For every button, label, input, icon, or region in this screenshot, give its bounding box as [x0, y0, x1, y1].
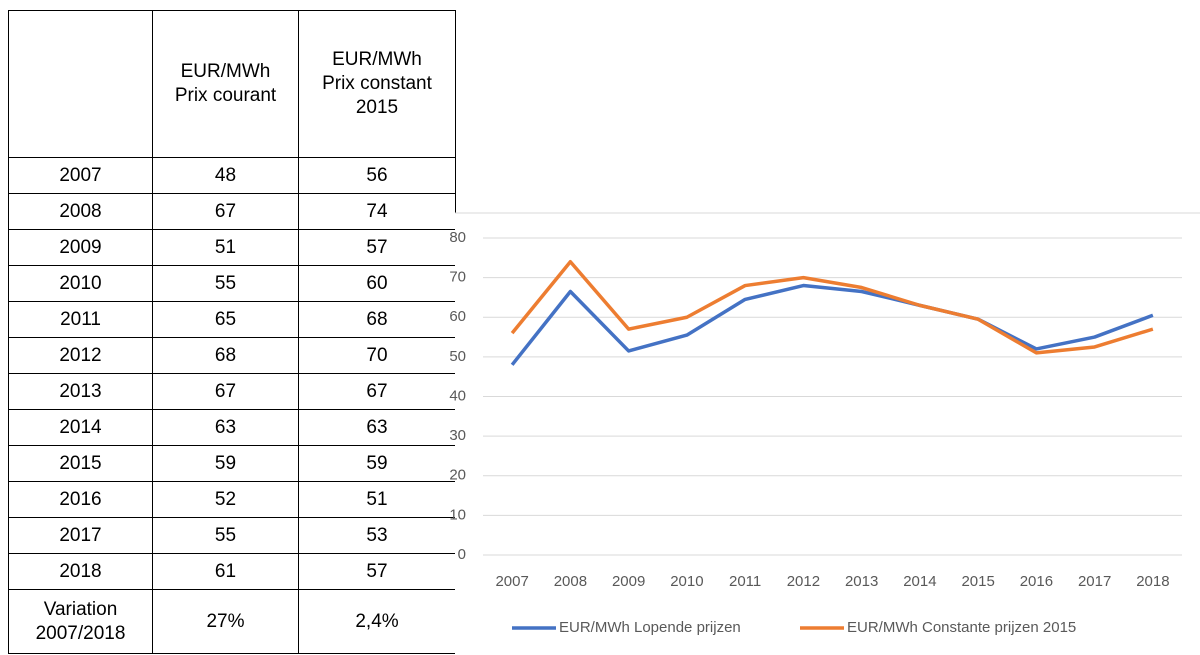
- table-cell: 2009: [8, 229, 153, 266]
- table-cell: 67: [152, 373, 299, 410]
- table-cell: 48: [152, 157, 299, 194]
- table-cell: EUR/MWh Prix constant 2015: [298, 10, 456, 158]
- x-tick-label: 2009: [612, 573, 645, 590]
- table-cell: 70: [298, 337, 456, 374]
- series-line: [510, 260, 1154, 355]
- footer-row: Variation 2007/2018 27% 2,4%: [8, 589, 456, 654]
- cell-line: 2007/2018: [35, 622, 126, 644]
- table-cell: 57: [298, 553, 456, 590]
- x-tick-label: 2011: [729, 573, 761, 590]
- table-row: 2010 55 60: [8, 265, 456, 302]
- y-tick-label: 30: [449, 427, 466, 444]
- table-cell: Variation 2007/2018: [8, 589, 153, 654]
- y-tick-label: 0: [458, 546, 466, 563]
- x-tick-label: 2008: [554, 573, 587, 590]
- y-tick-label: 40: [449, 387, 466, 404]
- table-cell: 56: [298, 157, 456, 194]
- x-tick-label: 2014: [903, 573, 936, 590]
- table-cell: 2010: [8, 265, 153, 302]
- table-cell: 51: [298, 481, 456, 518]
- cell-line: EUR/MWh: [180, 61, 271, 82]
- table-cell: [8, 10, 153, 158]
- x-tick-label: 2016: [1020, 573, 1053, 590]
- y-tick-label: 70: [449, 269, 466, 286]
- legend-label: EUR/MWh Lopende prijzen: [559, 619, 741, 636]
- legend-label: EUR/MWh Constante prijzen 2015: [847, 619, 1076, 636]
- x-tick-label: 2018: [1136, 573, 1169, 590]
- series-line: [510, 283, 1154, 366]
- table-cell: 2007: [8, 157, 153, 194]
- table-cell: 2,4%: [298, 589, 456, 654]
- cell-line: Variation: [43, 598, 118, 620]
- table-row: 2017 55 53: [8, 517, 456, 554]
- table-cell: 2018: [8, 553, 153, 590]
- table-row: 2012 68 70: [8, 337, 456, 374]
- cell-line: Prix constant: [322, 73, 432, 94]
- x-tick-label: 2017: [1078, 573, 1111, 590]
- cell-line: Prix courant: [174, 85, 277, 106]
- table-row: 2011 65 68: [8, 301, 456, 338]
- table-row: 2007 48 56: [8, 157, 456, 194]
- table-cell: 2008: [8, 193, 153, 230]
- table-cell: 55: [152, 265, 299, 302]
- table-cell: 59: [152, 445, 299, 482]
- table-row: 2014 63 63: [8, 409, 456, 446]
- table-cell: 2017: [8, 517, 153, 554]
- table-cell: 63: [298, 409, 456, 446]
- table-row: 2016 52 51: [8, 481, 456, 518]
- x-tick-label: 2015: [961, 573, 994, 590]
- table-cell: 2013: [8, 373, 153, 410]
- table-row: 2018 61 57: [8, 553, 456, 590]
- x-tick-label: 2012: [787, 573, 820, 590]
- table-cell: 2014: [8, 409, 153, 446]
- cell-line: 2015: [355, 97, 399, 118]
- y-tick-label: 60: [449, 308, 466, 325]
- table-cell: 55: [152, 517, 299, 554]
- table-cell: 68: [298, 301, 456, 338]
- y-tick-label: 50: [449, 348, 466, 365]
- table-cell: 2015: [8, 445, 153, 482]
- x-tick-label: 2013: [845, 573, 878, 590]
- table-cell: 2011: [8, 301, 153, 338]
- table-cell: 27%: [152, 589, 299, 654]
- y-tick-label: 10: [449, 506, 466, 523]
- y-tick-label: 80: [449, 229, 466, 246]
- x-tick-label: 2010: [670, 573, 703, 590]
- table-cell: 68: [152, 337, 299, 374]
- y-tick-label: 20: [449, 467, 466, 484]
- cell-line: EUR/MWh: [332, 49, 422, 70]
- x-tick-label: 2007: [495, 573, 528, 590]
- table-cell: 67: [152, 193, 299, 230]
- table-row: 2008 67 74: [8, 193, 456, 230]
